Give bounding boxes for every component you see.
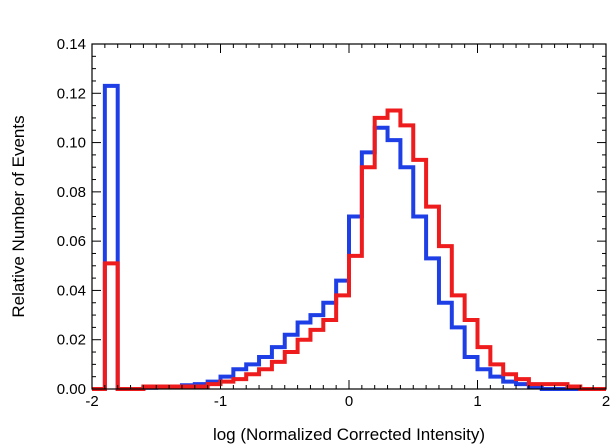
- y-tick-label: 0.14: [57, 36, 86, 53]
- y-tick-label: 0.06: [57, 233, 86, 250]
- y-tick-label: 0.10: [57, 135, 86, 152]
- x-tick-label: 1: [473, 393, 481, 410]
- y-tick-label: 0.04: [57, 282, 86, 299]
- ticks-layer: -2 -1 0 1 2 0.00 0.02 0.04 0.06 0.08 0.10 0.12 0.14: [57, 36, 610, 410]
- series-layer: [92, 83, 606, 391]
- series-red-histogram: [92, 108, 606, 391]
- x-tick-label: 2: [602, 393, 610, 410]
- x-axis-title: log (Normalized Corrected Intensity): [213, 425, 485, 444]
- x-tick-label: -1: [214, 393, 227, 410]
- y-tick-label: 0.08: [57, 184, 86, 201]
- x-tick-label: -2: [85, 393, 98, 410]
- x-tick-label: 0: [345, 393, 353, 410]
- y-axis-title: Relative Number of Events: [9, 115, 28, 317]
- y-tick-label: 0.02: [57, 332, 86, 349]
- series-blue-histogram: [92, 83, 606, 391]
- y-tick-label: 0.12: [57, 85, 86, 102]
- y-tick-label: 0.00: [57, 381, 86, 398]
